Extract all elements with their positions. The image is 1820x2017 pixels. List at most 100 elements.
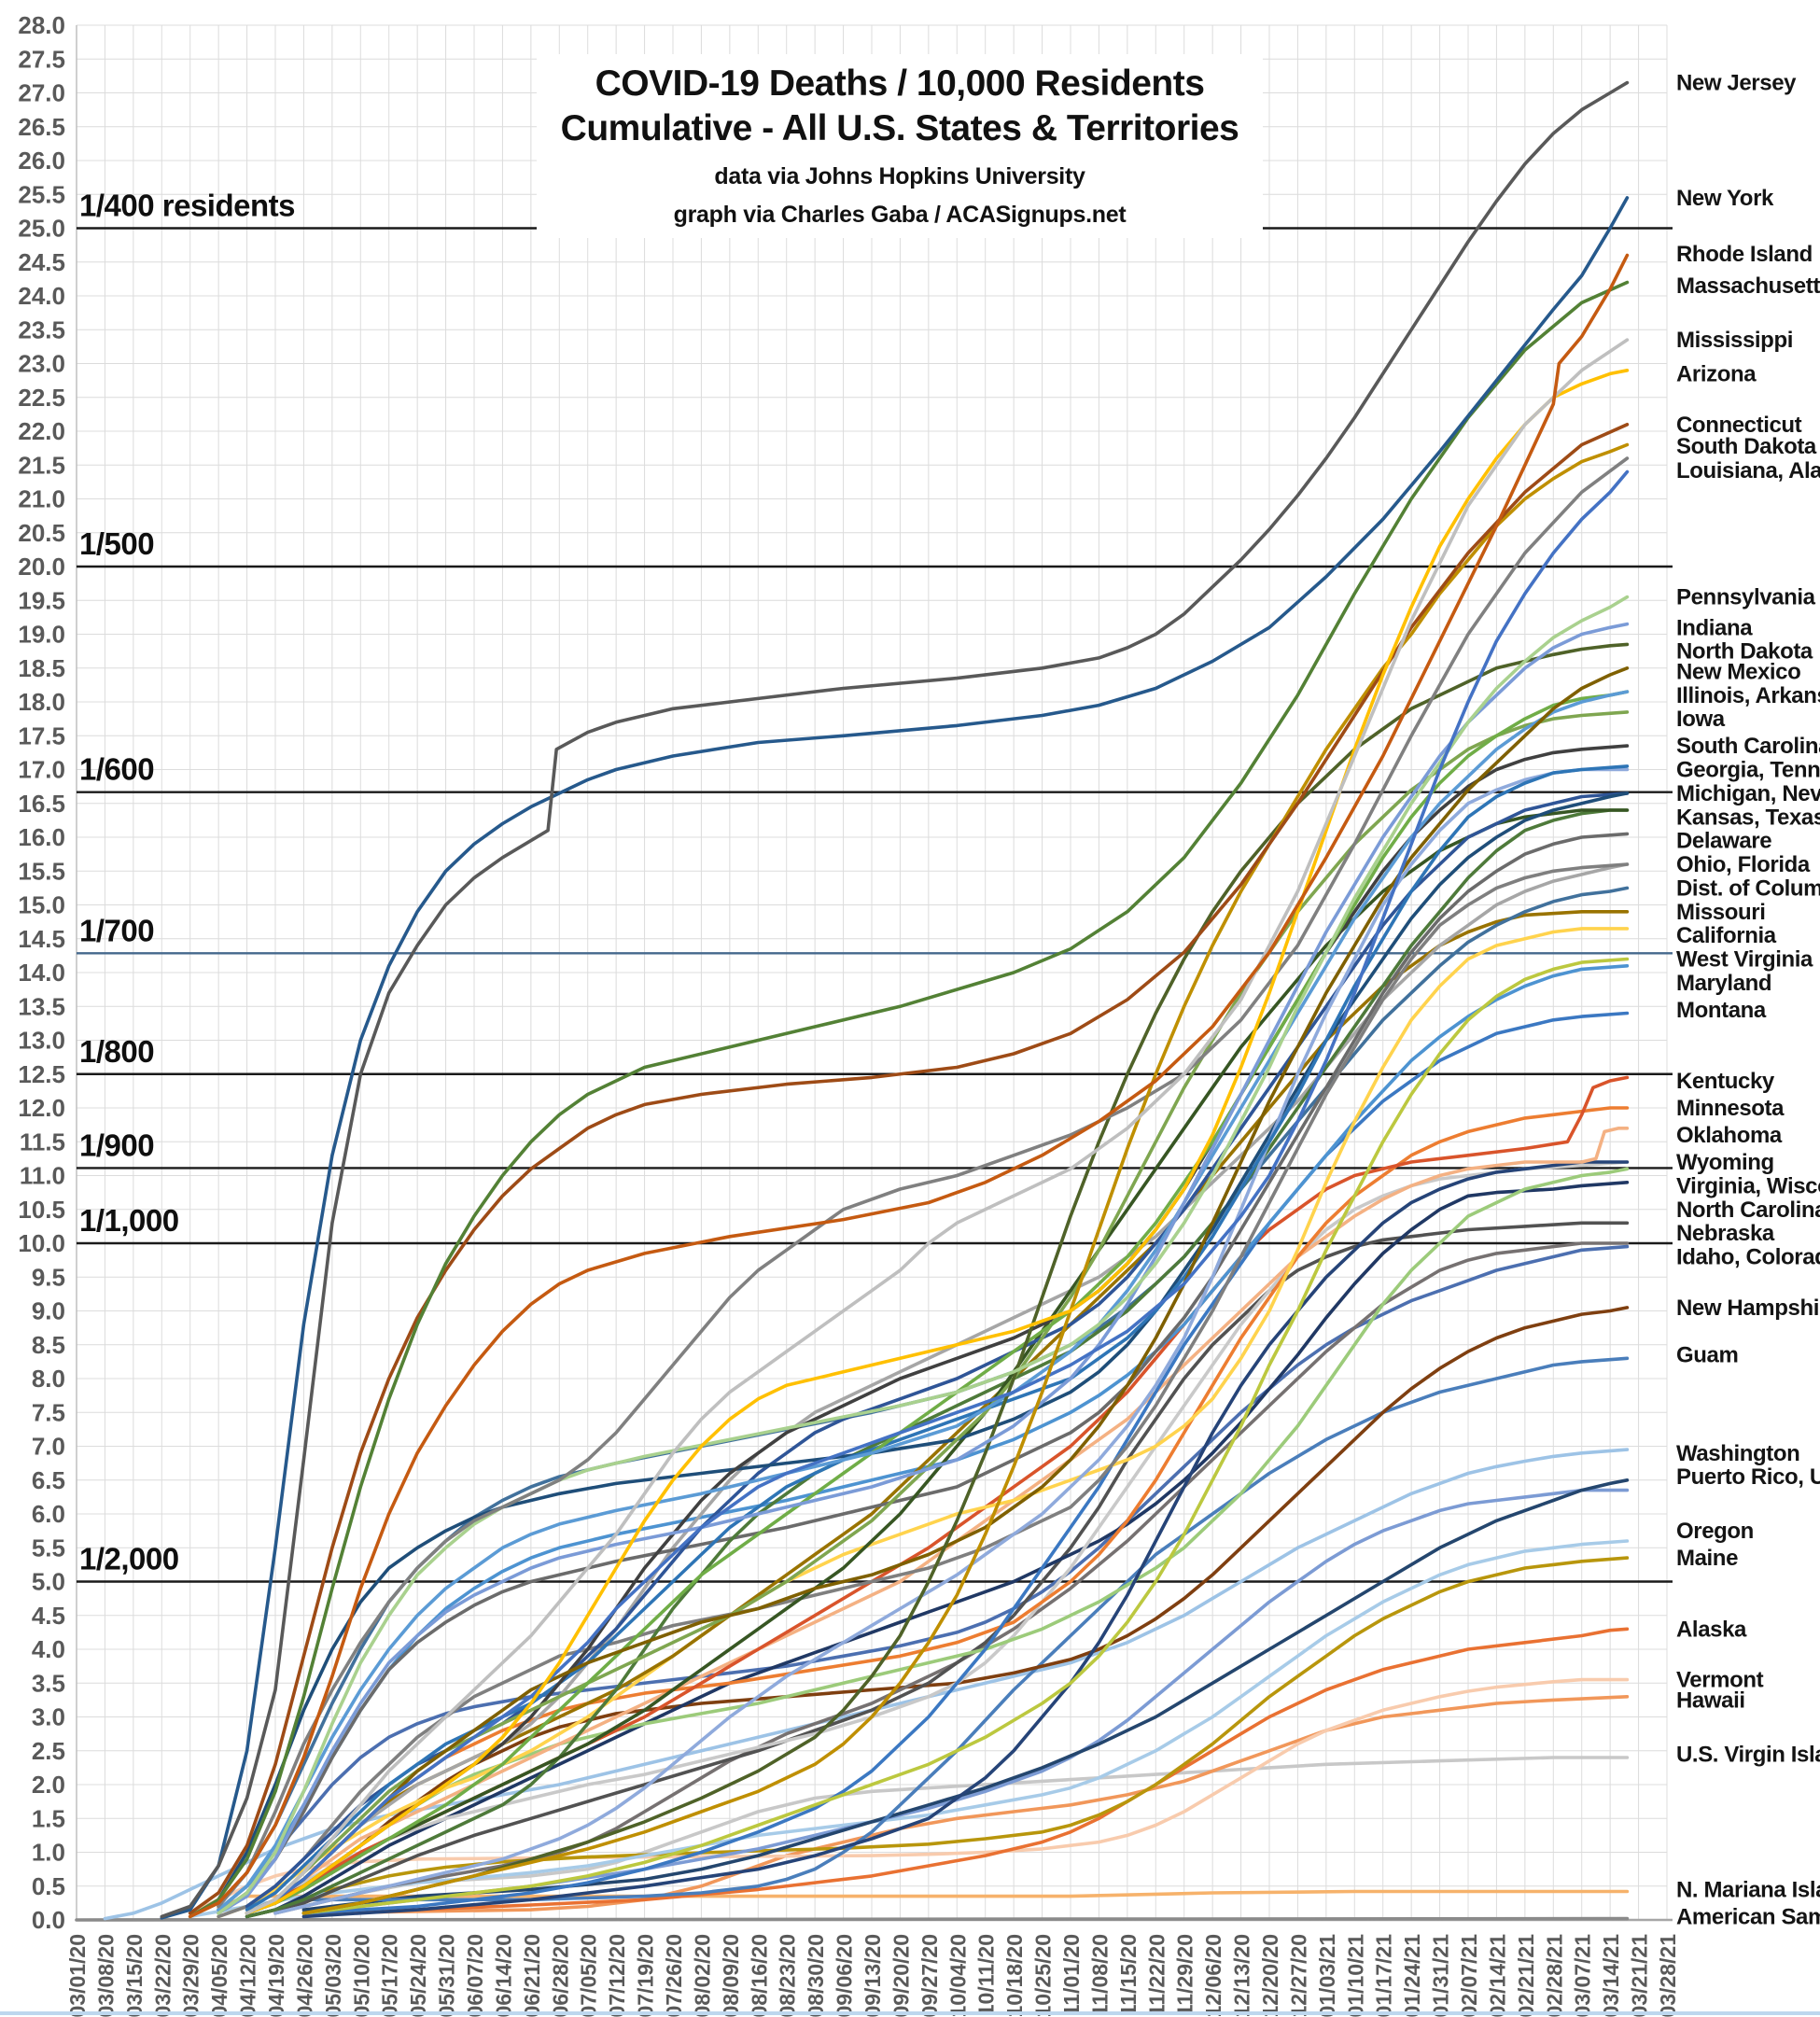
series-line-guam [301, 1356, 1630, 1902]
state-label: Nebraska [1676, 1221, 1775, 1246]
state-label: Delaware [1676, 829, 1771, 854]
chart-title-block: COVID-19 Deaths / 10,000 Residents Cumul… [537, 54, 1263, 239]
state-label: New York [1676, 186, 1774, 211]
state-label: Iowa [1676, 707, 1726, 732]
series-line-iowa [245, 710, 1630, 1915]
x-tick-label: 02/07/21 [1457, 1934, 1481, 2017]
y-tick-label: 3.5 [32, 1669, 65, 1697]
series-line-delaware [217, 832, 1630, 1915]
state-label: New Jersey [1676, 71, 1797, 96]
y-tick-label: 28.0 [18, 11, 65, 39]
y-tick-label: 2.5 [32, 1737, 65, 1765]
x-tick-label: 11/08/20 [1087, 1934, 1112, 2016]
y-tick-label: 12.5 [18, 1060, 65, 1088]
series-line-new-hampshire [245, 1306, 1630, 1915]
y-tick-label: 11.5 [20, 1128, 65, 1156]
x-tick-label: 01/24/21 [1400, 1934, 1424, 2017]
series-line-rhode-island [188, 253, 1630, 1919]
x-tick-label: 12/20/20 [1258, 1934, 1282, 2017]
y-tick-label: 25.0 [18, 215, 65, 243]
series-line-colorado [217, 1244, 1630, 1912]
y-tick-label: 26.5 [18, 113, 65, 141]
series-line-nebraska [245, 1221, 1630, 1919]
series-line-wyoming [301, 1160, 1630, 1919]
state-label: New Hampshire [1676, 1296, 1820, 1321]
x-tick-label: 03/28/21 [1656, 1934, 1680, 2017]
x-tick-label: 12/06/20 [1201, 1934, 1225, 2017]
state-label: California [1676, 923, 1777, 948]
state-label: Louisiana, Alabama [1676, 458, 1820, 483]
y-tick-label: 15.0 [18, 891, 65, 919]
x-tick-label: 12/27/20 [1286, 1934, 1310, 2017]
x-tick-label: 11/01/20 [1059, 1934, 1084, 2016]
state-label: Pennsylvania [1676, 585, 1816, 610]
state-label: West Virginia [1676, 947, 1813, 973]
x-tick-label: 07/19/20 [634, 1934, 658, 2017]
x-tick-label: 09/06/20 [833, 1934, 857, 2017]
series-line-new-york [160, 196, 1630, 1920]
y-tick-label: 16.0 [18, 823, 65, 851]
y-tick-label: 21.5 [18, 451, 65, 479]
y-tick-label: 10.0 [18, 1229, 65, 1257]
y-tick-label: 15.5 [18, 857, 65, 885]
x-tick-label: 08/16/20 [747, 1934, 771, 2017]
x-tick-label: 06/28/20 [548, 1934, 572, 2017]
series-line-arkansas [245, 690, 1630, 1915]
y-tick-label: 14.0 [18, 959, 65, 987]
y-tick-label: 0.5 [32, 1872, 65, 1900]
state-label: South Dakota [1676, 434, 1817, 459]
x-tick-label: 04/12/20 [236, 1934, 260, 2017]
x-tick-label: 04/05/20 [207, 1934, 231, 2017]
y-tick-label: 7.0 [32, 1433, 65, 1461]
state-label: U.S. Virgin Islands [1676, 1742, 1820, 1767]
series-line-illinois [217, 690, 1630, 1912]
state-label: Missouri [1676, 900, 1765, 925]
state-label: Oregon [1676, 1519, 1754, 1544]
x-tick-label: 01/17/21 [1372, 1934, 1396, 2017]
x-tick-label: 03/07/21 [1571, 1934, 1595, 2017]
series-line-connecticut [188, 423, 1630, 1915]
state-label: Arizona [1676, 361, 1757, 386]
chart-title-line2: Cumulative - All U.S. States & Territori… [560, 107, 1239, 148]
state-label: Michigan, Nevada [1676, 781, 1820, 806]
x-tick-label: 11/29/20 [1173, 1934, 1197, 2016]
y-tick-label: 27.0 [18, 79, 65, 107]
series-line-ohio [217, 862, 1630, 1919]
state-label: Hawaii [1676, 1688, 1745, 1713]
grid-layer [76, 24, 1668, 1921]
reference-line-label: 1/500 [79, 526, 154, 561]
state-label: North Dakota [1676, 639, 1813, 665]
y-tick-label: 9.5 [32, 1263, 65, 1291]
x-tick-label: 03/15/20 [122, 1934, 147, 2017]
state-label: Alaska [1676, 1617, 1747, 1642]
x-tick-label: 07/12/20 [605, 1934, 629, 2017]
series-line-new-mexico [245, 666, 1630, 1915]
reference-line-label: 1/800 [79, 1034, 154, 1069]
bottom-divider [0, 2011, 1820, 2015]
y-tick-label: 24.5 [18, 248, 65, 276]
series-line-tennessee [273, 767, 1630, 1915]
y-tick-label: 19.0 [18, 621, 65, 649]
y-tick-label: 18.5 [18, 654, 65, 682]
series-line-hawaii [301, 1695, 1630, 1915]
y-tick-label: 12.0 [18, 1094, 65, 1122]
x-tick-label: 02/14/21 [1485, 1934, 1509, 2017]
y-tick-label: 7.5 [32, 1398, 65, 1426]
state-label: Maryland [1676, 971, 1771, 996]
series-line-north-carolina [245, 1181, 1630, 1919]
x-tick-label: 01/03/21 [1315, 1934, 1339, 2017]
x-tick-label: 02/28/21 [1542, 1934, 1566, 2017]
x-tick-label: 09/13/20 [861, 1934, 885, 2017]
state-label: Washington [1676, 1441, 1799, 1466]
y-tick-label: 27.5 [18, 45, 65, 73]
y-tick-label: 17.0 [18, 756, 65, 784]
y-tick-label: 5.0 [32, 1568, 65, 1596]
y-tick-label: 6.5 [32, 1466, 65, 1494]
chart-credit-author: graph via Charles Gaba / ACASignups.net [673, 202, 1127, 229]
state-label: Puerto Rico, Utah [1676, 1464, 1820, 1490]
x-tick-label: 12/13/20 [1230, 1934, 1254, 2017]
state-label: Montana [1676, 998, 1767, 1023]
y-tick-label: 6.0 [32, 1500, 65, 1528]
state-label: Guam [1676, 1343, 1738, 1368]
